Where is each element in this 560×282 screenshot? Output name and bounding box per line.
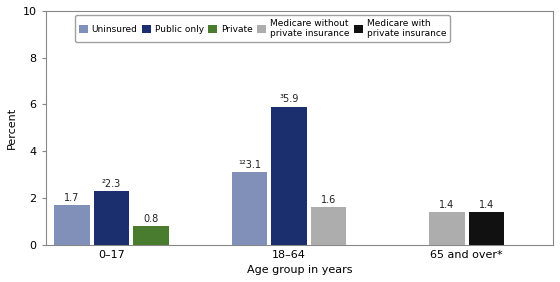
Text: ³5.9: ³5.9 (279, 94, 299, 104)
Text: 1.7: 1.7 (64, 193, 80, 202)
Text: 1.6: 1.6 (321, 195, 337, 205)
Bar (272, 107, 307, 245)
X-axis label: Age group in years: Age group in years (246, 265, 352, 275)
Bar (94, 191, 129, 245)
Text: ²2.3: ²2.3 (102, 179, 121, 189)
Bar (54, 205, 90, 245)
Bar (469, 212, 505, 245)
Text: 1.4: 1.4 (440, 200, 455, 210)
Bar (232, 172, 267, 245)
Text: 0.8: 0.8 (143, 213, 158, 224)
Y-axis label: Percent: Percent (7, 107, 17, 149)
Text: ¹²3.1: ¹²3.1 (238, 160, 261, 170)
Bar (429, 212, 465, 245)
Bar (311, 207, 347, 245)
Legend: Uninsured, Public only, Private, Medicare without
private insurance, Medicare wi: Uninsured, Public only, Private, Medicar… (76, 16, 450, 42)
Text: 1.4: 1.4 (479, 200, 494, 210)
Bar (133, 226, 169, 245)
